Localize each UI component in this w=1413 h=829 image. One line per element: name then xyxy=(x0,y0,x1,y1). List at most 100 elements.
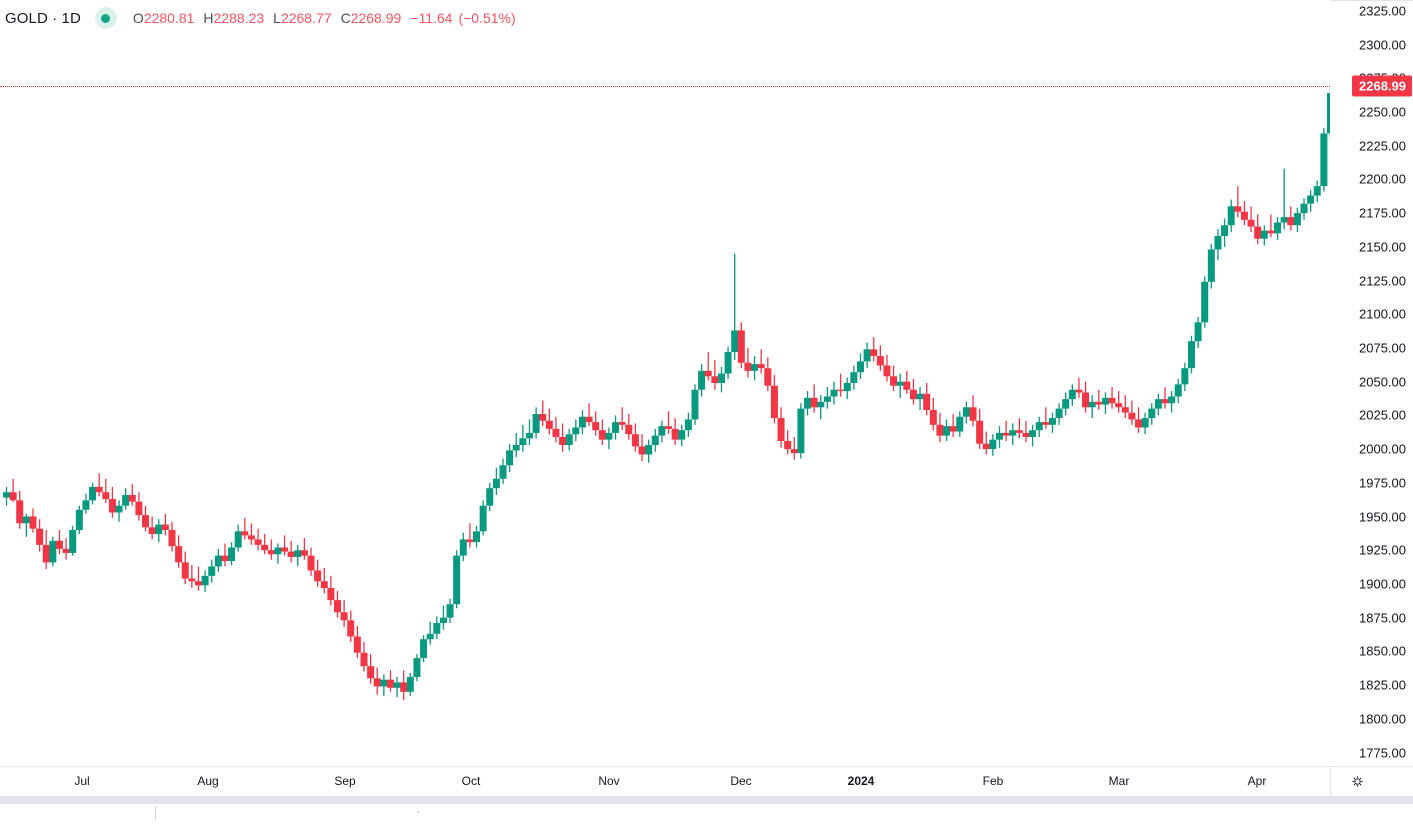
price-axis-tick: 2225.00 xyxy=(1359,138,1406,153)
symbol-title[interactable]: GOLD · 1D xyxy=(5,10,81,27)
last-price-badge[interactable]: 2268.99 xyxy=(1352,76,1412,97)
gear-icon[interactable] xyxy=(1345,770,1369,792)
candle-body xyxy=(1075,390,1082,393)
candle-body xyxy=(3,492,10,497)
time-axis-tick: 2024 xyxy=(848,774,875,788)
candle-body xyxy=(420,639,427,658)
candle-body xyxy=(380,680,387,687)
candle-body xyxy=(1016,430,1023,433)
candle-body xyxy=(274,548,281,555)
candle-body xyxy=(1069,390,1076,399)
candle-body xyxy=(1162,399,1169,403)
price-axis-tick: 1925.00 xyxy=(1359,543,1406,558)
candle-body xyxy=(400,682,407,691)
candle-body xyxy=(956,417,963,432)
candle-body xyxy=(506,450,513,465)
candle-body xyxy=(639,446,646,454)
candle-body xyxy=(440,618,447,623)
bottom-divider xyxy=(0,797,1413,804)
candle-body xyxy=(764,368,771,386)
candle-body xyxy=(29,517,36,529)
price-axis-tick: 1800.00 xyxy=(1359,711,1406,726)
time-axis-tick: Apr xyxy=(1248,774,1267,788)
candle-body xyxy=(784,441,791,449)
candle-body xyxy=(76,510,83,530)
candle-body xyxy=(500,465,507,478)
candle-wick xyxy=(1125,395,1126,418)
candle-body xyxy=(817,402,824,407)
candle-wick xyxy=(1025,421,1026,443)
price-axis-tick: 1850.00 xyxy=(1359,644,1406,659)
candle-wick xyxy=(1250,206,1251,232)
candle-body xyxy=(1148,409,1155,418)
candle-body xyxy=(1122,407,1129,412)
candle-body xyxy=(797,409,804,454)
candle-body xyxy=(824,396,831,401)
candle-body xyxy=(625,425,632,434)
candle-body xyxy=(1294,213,1301,225)
candle-wick xyxy=(986,432,987,455)
market-open-dot-icon[interactable] xyxy=(95,7,117,29)
candle-body xyxy=(1234,206,1241,211)
candle-body xyxy=(586,417,593,422)
candle-body xyxy=(963,407,970,416)
candle-body xyxy=(347,620,354,636)
candle-body xyxy=(10,492,17,500)
candle-body xyxy=(837,390,844,391)
candle-body xyxy=(427,634,434,639)
candle-body xyxy=(433,623,440,634)
candle-body xyxy=(923,394,930,410)
candle-body xyxy=(691,390,698,420)
candle-body xyxy=(711,376,718,383)
low-value: 2268.77 xyxy=(281,10,332,26)
low-label: L xyxy=(273,10,281,26)
candle-body xyxy=(208,566,215,575)
candle-body xyxy=(202,576,209,585)
price-pane[interactable] xyxy=(0,0,1330,766)
candle-body xyxy=(1214,236,1221,249)
candle-body xyxy=(917,394,924,399)
candle-wick xyxy=(284,535,285,555)
candle-body xyxy=(341,612,348,620)
candle-body xyxy=(698,371,705,390)
horizontal-scroll-handle[interactable] xyxy=(155,806,156,819)
candle-body xyxy=(486,488,493,506)
candle-wick xyxy=(873,337,874,361)
candle-body xyxy=(1056,409,1063,418)
open-label: O xyxy=(133,10,144,26)
candle-body xyxy=(970,407,977,420)
candle-body xyxy=(864,349,871,361)
candle-body xyxy=(36,529,43,545)
bottom-bar xyxy=(0,796,1413,829)
candle-wick xyxy=(271,539,272,559)
candle-body xyxy=(1009,430,1016,435)
candle-body xyxy=(1109,398,1116,403)
candle-body xyxy=(1003,433,1010,436)
candle-wick xyxy=(304,538,305,560)
candle-body xyxy=(1022,433,1029,437)
candle-body xyxy=(645,445,652,454)
candle-body xyxy=(1201,282,1208,322)
candle-body xyxy=(890,376,897,385)
candle-body xyxy=(288,552,295,557)
price-axis-tick: 1900.00 xyxy=(1359,576,1406,591)
candle-body xyxy=(466,539,473,542)
candle-wick xyxy=(264,534,265,554)
price-axis[interactable]: 2325.002300.002275.002250.002225.002200.… xyxy=(1330,0,1413,766)
candle-body xyxy=(460,539,467,555)
candle-body xyxy=(778,418,785,441)
candle-body xyxy=(453,556,460,605)
candle-body xyxy=(738,330,745,362)
candle-wick xyxy=(324,568,325,594)
high-label: H xyxy=(203,10,213,26)
candle-wick xyxy=(430,622,431,645)
candle-body xyxy=(1248,220,1255,227)
candle-wick xyxy=(1045,407,1046,429)
candle-body xyxy=(49,541,56,563)
candle-body xyxy=(685,419,692,430)
candle-body xyxy=(1208,249,1215,281)
candle-body xyxy=(857,361,864,372)
candle-body xyxy=(195,581,202,585)
candle-body xyxy=(327,588,334,600)
